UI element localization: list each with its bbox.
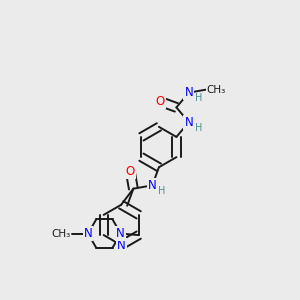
Text: O: O <box>156 95 165 108</box>
Text: N: N <box>148 179 157 192</box>
Text: N: N <box>184 86 193 99</box>
Text: CH₃: CH₃ <box>207 85 226 94</box>
Text: O: O <box>126 165 135 178</box>
Text: CH₃: CH₃ <box>51 229 70 238</box>
Text: H: H <box>195 93 202 103</box>
Text: N: N <box>84 227 92 240</box>
Text: H: H <box>195 122 202 133</box>
Text: N: N <box>184 116 193 129</box>
Text: N: N <box>116 227 125 240</box>
Text: N: N <box>117 239 126 252</box>
Text: H: H <box>158 186 166 196</box>
